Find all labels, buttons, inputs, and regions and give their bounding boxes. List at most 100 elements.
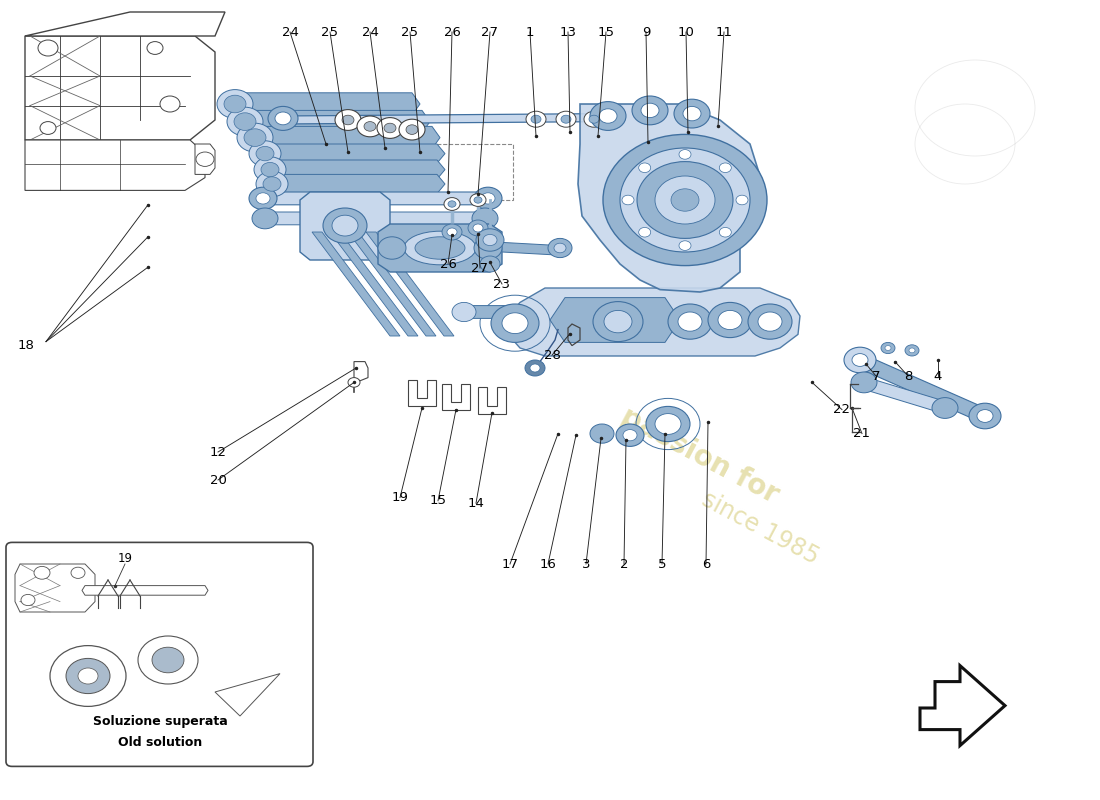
Circle shape: [637, 162, 733, 238]
Circle shape: [632, 96, 668, 125]
Circle shape: [252, 208, 278, 229]
Circle shape: [748, 304, 792, 339]
Circle shape: [254, 157, 286, 182]
Circle shape: [66, 658, 110, 694]
Polygon shape: [312, 232, 400, 336]
Text: 14: 14: [468, 497, 484, 510]
Text: 27: 27: [472, 262, 488, 274]
Circle shape: [452, 302, 476, 322]
Text: 10: 10: [678, 26, 694, 38]
Circle shape: [905, 345, 918, 356]
Polygon shape: [25, 36, 215, 140]
Circle shape: [263, 177, 280, 191]
Text: 9: 9: [641, 26, 650, 38]
Circle shape: [502, 313, 528, 334]
Polygon shape: [280, 114, 608, 124]
Text: 11: 11: [715, 26, 733, 38]
Polygon shape: [265, 144, 446, 163]
Circle shape: [448, 201, 456, 207]
Text: 26: 26: [440, 258, 456, 270]
Circle shape: [851, 372, 877, 393]
Circle shape: [708, 302, 752, 338]
Text: 25: 25: [402, 26, 418, 38]
Polygon shape: [348, 232, 436, 336]
Bar: [434, 144, 513, 200]
Text: since 1985: since 1985: [697, 487, 823, 569]
Text: 24: 24: [282, 26, 298, 38]
Text: 18: 18: [18, 339, 34, 352]
Polygon shape: [255, 126, 440, 149]
Circle shape: [531, 115, 541, 123]
FancyBboxPatch shape: [6, 542, 313, 766]
Circle shape: [525, 360, 544, 376]
Circle shape: [399, 119, 425, 140]
Text: 13: 13: [560, 26, 576, 38]
Circle shape: [600, 109, 617, 123]
Text: 28: 28: [543, 349, 560, 362]
Circle shape: [78, 668, 98, 684]
Polygon shape: [15, 564, 95, 612]
Circle shape: [472, 208, 498, 229]
Text: 12: 12: [209, 446, 227, 458]
Circle shape: [556, 111, 576, 127]
Polygon shape: [245, 110, 430, 133]
Circle shape: [736, 195, 748, 205]
Circle shape: [639, 163, 651, 173]
Polygon shape: [378, 224, 502, 272]
Circle shape: [584, 111, 604, 127]
Circle shape: [348, 378, 360, 387]
Circle shape: [683, 106, 701, 121]
Circle shape: [474, 237, 502, 259]
Text: 19: 19: [118, 552, 132, 565]
Circle shape: [719, 163, 732, 173]
Circle shape: [473, 224, 483, 232]
Circle shape: [491, 304, 539, 342]
Circle shape: [227, 107, 263, 136]
Polygon shape: [235, 93, 420, 115]
Circle shape: [844, 347, 876, 373]
Circle shape: [977, 410, 993, 422]
Polygon shape: [25, 12, 226, 36]
Polygon shape: [578, 104, 760, 292]
Circle shape: [548, 238, 572, 258]
Circle shape: [886, 346, 891, 350]
Circle shape: [40, 122, 56, 134]
Polygon shape: [550, 298, 680, 342]
Circle shape: [969, 403, 1001, 429]
Circle shape: [593, 302, 644, 342]
Circle shape: [641, 103, 659, 118]
Text: 17: 17: [502, 558, 518, 570]
Circle shape: [561, 115, 571, 123]
Circle shape: [364, 122, 376, 131]
Circle shape: [481, 193, 495, 204]
Circle shape: [474, 187, 502, 210]
Circle shape: [603, 134, 767, 266]
Text: 2: 2: [619, 558, 628, 570]
Circle shape: [474, 197, 482, 203]
Circle shape: [147, 42, 163, 54]
Circle shape: [336, 110, 361, 130]
Polygon shape: [860, 376, 948, 414]
Circle shape: [674, 99, 710, 128]
Circle shape: [261, 162, 279, 177]
Polygon shape: [270, 160, 446, 179]
Polygon shape: [366, 232, 454, 336]
Polygon shape: [330, 232, 418, 336]
Polygon shape: [214, 674, 280, 716]
Circle shape: [480, 256, 501, 272]
Circle shape: [620, 148, 750, 252]
Circle shape: [590, 102, 626, 130]
Text: 6: 6: [702, 558, 711, 570]
Text: 3: 3: [582, 558, 591, 570]
Circle shape: [50, 646, 127, 706]
Circle shape: [616, 424, 644, 446]
Text: 5: 5: [658, 558, 667, 570]
Text: passion for: passion for: [616, 402, 783, 510]
Circle shape: [470, 194, 486, 206]
Polygon shape: [478, 387, 506, 414]
Text: 15: 15: [597, 26, 615, 38]
Circle shape: [256, 193, 270, 204]
Polygon shape: [25, 140, 205, 190]
Text: Soluzione superata: Soluzione superata: [92, 715, 228, 728]
Text: 27: 27: [482, 26, 498, 38]
